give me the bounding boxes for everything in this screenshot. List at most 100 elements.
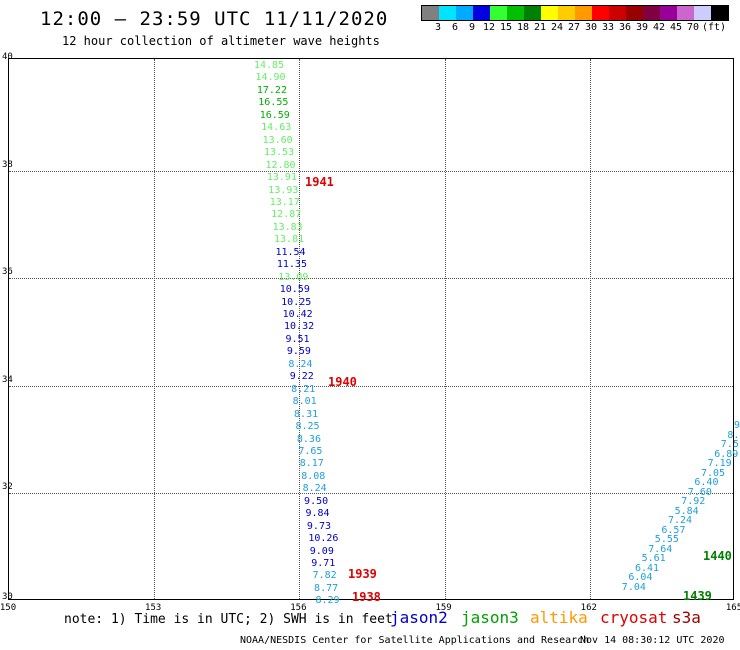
satellite-legend-altika: altika [530,608,588,627]
scale-swatch-10 [592,6,609,20]
scale-label: 18 [516,22,530,33]
wave-height-value: 9.84 [305,508,330,520]
wave-height-value: 5.84 [674,505,699,517]
wave-height-value: 11.54 [275,246,306,258]
scale-swatch-0 [422,6,439,20]
wave-height-value: 7.64 [648,543,673,555]
grid-line-vertical [154,59,156,599]
scale-label: 27 [567,22,581,33]
y-tick-label: 36 [2,267,13,278]
scale-swatch-1 [439,6,456,20]
scale-swatch-16 [694,6,711,20]
wave-height-value: 7.05 [701,467,726,479]
color-scale-bar [421,5,729,21]
wave-height-value: 10.32 [284,321,315,333]
wave-height-value: 6.04 [628,572,653,583]
wave-height-value: 13.83 [272,221,303,233]
wave-height-value: 7.5 [720,439,739,450]
scale-swatch-15 [677,6,694,20]
satellite-legend-jason2: jason2 [390,608,448,627]
footer-note: note: 1) Time is in UTC; 2) SWH is in fe… [64,612,393,627]
map-subtitle: 12 hour collection of altimeter wave hei… [62,34,380,48]
wave-height-value: 12.80 [265,159,296,171]
wave-height-value: 9.71 [311,558,336,569]
wave-height-value: 17.22 [256,84,287,96]
scale-swatch-12 [626,6,643,20]
y-tick-label: 34 [2,374,13,385]
scale-label: 24 [550,22,564,33]
pass-time-label: 1439 [683,589,712,603]
x-tick-label: 156 [290,603,307,613]
scale-label: 9 [468,22,476,33]
map-title: 12:00 – 23:59 UTC 11/11/2020 [40,8,389,30]
wave-height-value: 6.89 [714,448,739,460]
wave-height-value: 10.59 [279,284,310,296]
scale-label: 30 [584,22,598,33]
scale-label: 3 [434,22,442,33]
wave-height-value: 8.31 [294,408,319,420]
wave-height-value: 8.24 [302,483,327,495]
y-tick-label: 30 [2,592,13,602]
wave-height-value: 8. [727,429,740,441]
scale-swatch-11 [609,6,626,20]
x-tick-label: 150 [0,603,17,613]
scale-label: 33 [601,22,615,33]
footer-timestamp: Nov 14 08:30:12 UTC 2020 [580,635,725,646]
wave-height-value: 8.25 [295,421,320,433]
pass-time-label: 1440 [703,549,732,563]
wave-height-value: 7.82 [312,570,337,582]
x-tick-label: 165 [725,603,740,613]
x-tick-label: 162 [580,603,597,613]
scale-label: 45 [669,22,683,33]
pass-time-label: 1940 [328,375,357,389]
wave-height-value: 7.19 [707,458,732,469]
grid-line-vertical [299,59,301,599]
wave-height-value: 9 [734,420,740,431]
footer-credit: NOAA/NESDIS Center for Satellite Applica… [240,635,590,646]
grid-line-horizontal [9,170,733,172]
grid-line-horizontal [9,278,733,280]
grid-line-vertical [589,59,591,599]
scale-swatch-2 [456,6,473,20]
wave-height-value: 13.09 [278,271,309,283]
wave-height-value: 9.09 [309,545,334,557]
wave-height-value: 13.60 [262,134,293,146]
x-tick-label: 159 [435,603,452,613]
wave-height-value: 9.51 [285,333,310,345]
wave-height-value: 16.59 [259,109,290,121]
wave-height-value: 9.73 [306,520,331,532]
scale-swatch-4 [490,6,507,20]
wave-height-value: 7.92 [681,496,706,507]
scale-swatch-14 [660,6,677,20]
wave-height-value: 10.42 [282,309,313,320]
pass-time-label: 1939 [348,567,377,581]
scale-label: 42 [652,22,666,33]
wave-height-value: 14.85 [254,60,285,71]
y-tick-label: 38 [2,159,13,170]
scale-swatch-13 [643,6,660,20]
wave-height-value: 8.36 [296,433,321,445]
scale-label: 6 [451,22,459,33]
wave-height-value: 9.59 [286,346,311,358]
scale-swatch-6 [524,6,541,20]
pass-time-label: 1941 [305,175,334,189]
satellite-legend-jason3: jason3 [461,608,519,627]
scale-label: (ft) [701,22,727,33]
wave-height-value: 13.91 [266,172,297,184]
wave-height-value: 8.17 [299,458,324,470]
wave-height-value: 9.22 [289,371,314,383]
scale-swatch-8 [558,6,575,20]
scale-swatch-5 [507,6,524,20]
scale-label: 15 [499,22,513,33]
wave-height-value: 7.04 [621,581,646,593]
wave-height-value: 8.29 [315,595,340,607]
wave-height-value: 13.81 [274,234,305,246]
satellite-legend-cryosat: cryosat [600,608,668,627]
wave-height-value: 13.93 [268,184,299,196]
grid-line-vertical [444,59,446,599]
grid-line-horizontal [9,493,733,495]
y-tick-label: 32 [2,482,13,493]
wave-height-value: 9.50 [304,495,329,507]
scale-swatch-9 [575,6,592,20]
wave-height-value: 8.21 [291,383,316,395]
